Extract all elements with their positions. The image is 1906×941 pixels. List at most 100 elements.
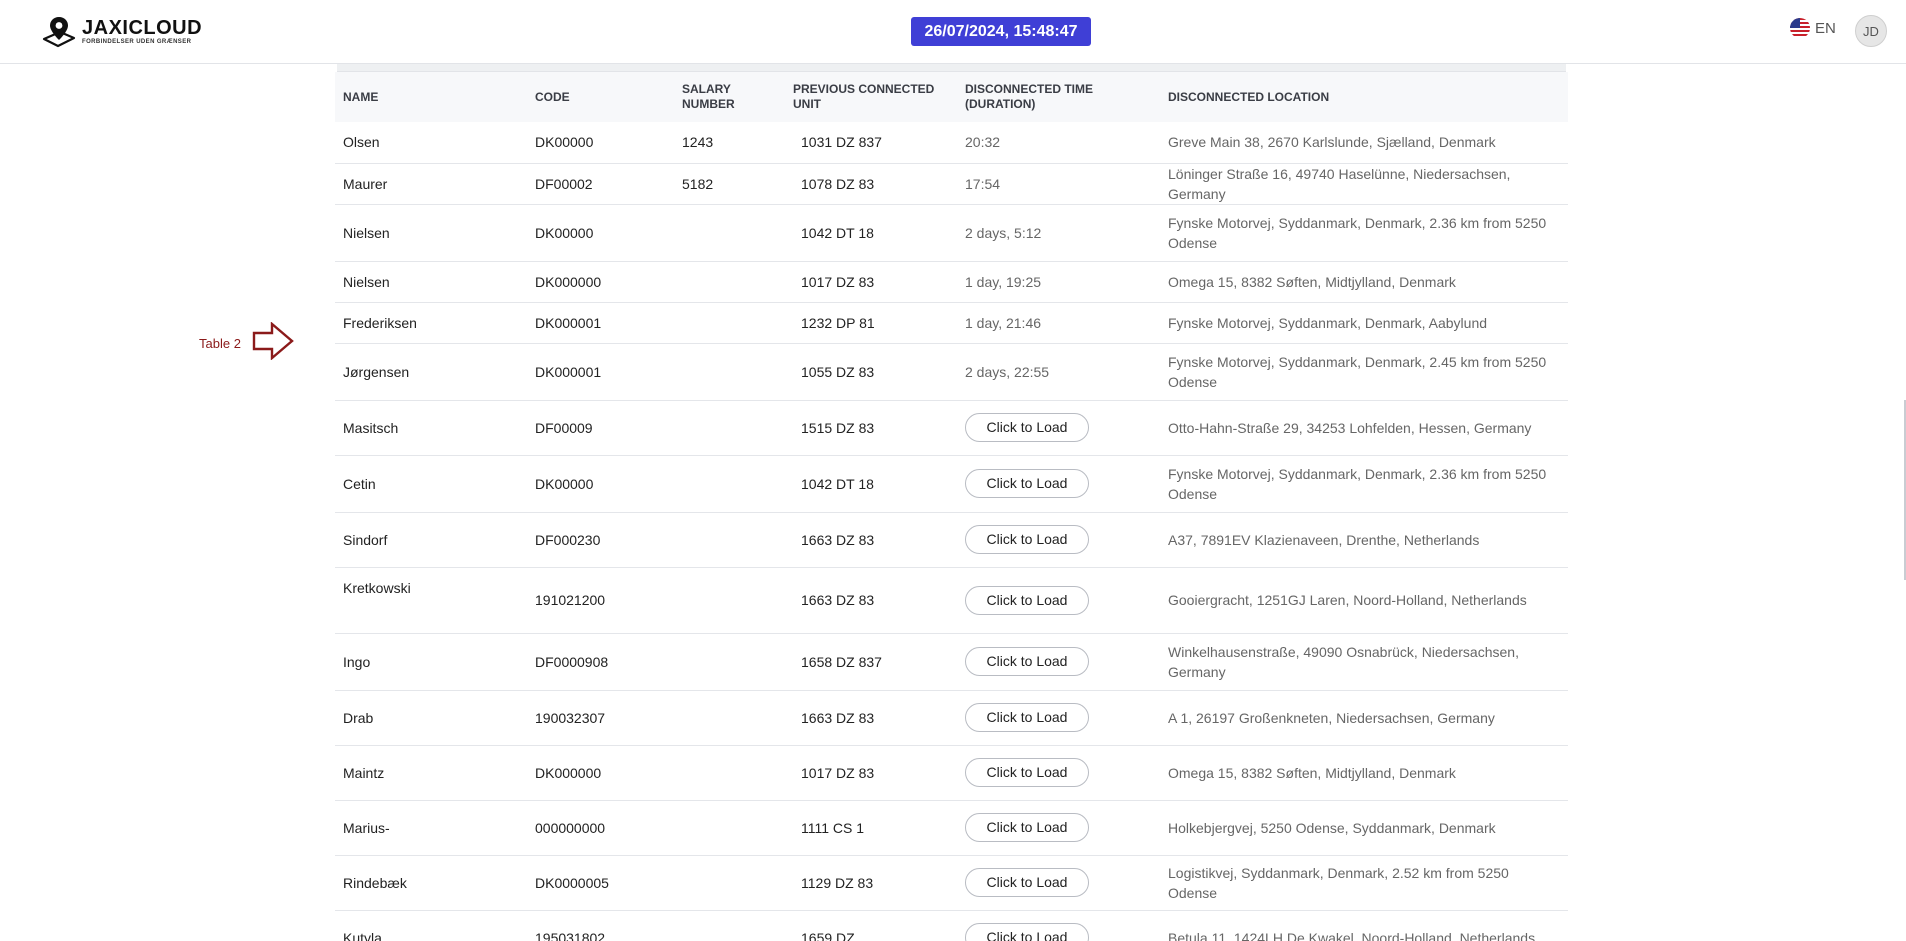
column-header-disconnected-time[interactable]: DISCONNECTED TIME (DURATION) [965, 82, 1094, 111]
column-header-previous-unit[interactable]: PREVIOUS CONNECTED UNIT [793, 82, 935, 111]
cell-previous-unit: 1042 DT 18 [801, 475, 874, 492]
cell-name: Ingo [343, 653, 371, 670]
cell-salary-number [674, 261, 785, 302]
cell-disconnected-location: Fynske Motorvej, Syddanmark, Denmark, Aa… [1168, 314, 1488, 331]
click-to-load-button[interactable]: Click to Load [965, 585, 1089, 615]
cell-salary-number [674, 455, 785, 512]
click-to-load-button[interactable]: Click to Load [965, 525, 1089, 554]
table-row[interactable]: Nielsen DK00000 1042 DT 18 2 days, 5:12 Fyns… [335, 204, 1568, 261]
cell-name: Nielsen [343, 273, 390, 290]
table-header-row: NAME CODE SALARY NUMBER PREVIOUS CONNECT… [335, 72, 1568, 122]
cell-disconnected-location: Fynske Motorvej, Syddanmark, Denmark, 2.… [1168, 353, 1547, 390]
table-row[interactable]: Masitsch DF00009 1515 DZ 83 Click to Load Ot… [335, 400, 1568, 455]
cell-previous-unit: 1055 DZ 83 [801, 363, 875, 380]
cell-name: Olsen [343, 134, 380, 151]
cell-previous-unit: 1659 DZ [801, 929, 855, 941]
cell-previous-unit: 1658 DZ 837 [801, 653, 882, 670]
cell-previous-unit: 1042 DT 18 [801, 224, 874, 241]
cell-name: Maurer [343, 175, 388, 192]
language-label: EN [1815, 19, 1836, 37]
cell-name: Drab [343, 709, 374, 726]
user-avatar[interactable]: JD [1855, 15, 1887, 47]
cell-disconnected-time: 2 days, 22:55 [965, 363, 1050, 380]
cell-salary-number [674, 800, 785, 855]
table-row[interactable]: Frederiksen DK000001 1232 DP 81 1 day, 21:4… [335, 302, 1568, 343]
cell-name: Rindebæk [343, 874, 407, 891]
cell-salary-number: 5182 [682, 175, 714, 192]
scrollbar-edge[interactable] [1904, 400, 1906, 580]
cell-previous-unit: 1515 DZ 83 [801, 419, 875, 436]
cell-disconnected-location: Fynske Motorvej, Syddanmark, Denmark, 2.… [1168, 465, 1547, 502]
cell-disconnected-location: A 1, 26197 Großenkneten, Niedersachsen, … [1168, 709, 1495, 726]
cell-name: Kretkowski [343, 579, 411, 596]
cell-previous-unit: 1017 DZ 83 [801, 273, 875, 290]
column-header-name[interactable]: NAME [343, 89, 379, 104]
cell-disconnected-location: Omega 15, 8382 Søften, Midtjylland, Denm… [1168, 273, 1456, 290]
table-top-edge [337, 64, 1566, 72]
table-row[interactable]: Ingo DF0000908 1658 DZ 837 Click to Load Win… [335, 633, 1568, 690]
cell-disconnected-time: Click to Load [957, 567, 1160, 633]
cell-disconnected-time: Click to Load [957, 910, 1160, 941]
click-to-load-button[interactable]: Click to Load [965, 647, 1089, 676]
table-row[interactable]: Marius- 000000000 1111 CS 1 Click to Load Ho… [335, 800, 1568, 855]
table-row[interactable]: Nielsen DK000000 1017 DZ 83 1 day, 19:25 Ome… [335, 261, 1568, 302]
cell-salary-number [674, 567, 785, 633]
cell-name: Nielsen [343, 224, 390, 241]
click-to-load-button[interactable]: Click to Load [965, 758, 1089, 787]
cell-disconnected-location: Otto-Hahn-Straße 29, 34253 Lohfelden, He… [1168, 419, 1532, 436]
cell-disconnected-location: A37, 7891EV Klazienaveen, Drenthe, Nethe… [1168, 531, 1480, 548]
language-selector[interactable]: EN [1790, 18, 1836, 38]
click-to-load-button[interactable]: Click to Load [965, 469, 1089, 498]
cell-disconnected-time: Click to Load [957, 745, 1160, 800]
click-to-load-button[interactable]: Click to Load [965, 868, 1089, 897]
cell-code: DK000000 [535, 273, 602, 290]
table-row[interactable]: Jørgensen DK000001 1055 DZ 83 2 days, 22:55… [335, 343, 1568, 400]
cell-code: DK00000 [535, 475, 594, 492]
table-row[interactable]: Maurer DF00002 5182 1078 DZ 83 17:54 Löninger… [335, 163, 1568, 204]
cell-name: Jørgensen [343, 363, 410, 380]
cell-previous-unit: 1663 DZ 83 [801, 592, 875, 608]
logo-subtitle: FORBINDELSER UDEN GRÆNSER [82, 39, 192, 45]
table-row[interactable]: Olsen DK00000 1243 1031 DZ 837 20:32 Greve Ma… [335, 122, 1568, 163]
cell-salary-number [674, 855, 785, 910]
cell-previous-unit: 1017 DZ 83 [801, 764, 875, 781]
table-row[interactable]: Kretkowski 191021200 1663 DZ 83 Click to Lo… [335, 567, 1568, 633]
cell-disconnected-location: Logistikvej, Syddanmark, Denmark, 2.52 k… [1168, 864, 1509, 901]
cell-disconnected-location: Löninger Straße 16, 49740 Haselünne, Nie… [1168, 165, 1511, 202]
cell-name: Sindorf [343, 531, 388, 548]
table-row[interactable]: Maintz DK000000 1017 DZ 83 Click to Load Ome… [335, 745, 1568, 800]
cell-salary-number [674, 633, 785, 690]
click-to-load-button[interactable]: Click to Load [965, 923, 1089, 941]
cell-previous-unit: 1129 DZ 83 [801, 874, 874, 891]
cell-code: 000000000 [535, 819, 606, 836]
table-row[interactable]: Cetin DK00000 1042 DT 18 Click to Load Fynsk… [335, 455, 1568, 512]
column-header-code[interactable]: CODE [535, 89, 570, 104]
cell-code: DK00000 [535, 134, 594, 151]
cell-code: 195031802 [535, 929, 606, 941]
cell-disconnected-location: Betula 11, 1424LH De Kwakel, Noord-Holla… [1168, 929, 1536, 941]
cell-code: 191021200 [535, 592, 606, 608]
cell-previous-unit: 1078 DZ 83 [801, 175, 875, 192]
table-row[interactable]: Rindebæk DK0000005 1129 DZ 83 Click to Load… [335, 855, 1568, 910]
map-pin-logo-icon [40, 15, 78, 49]
click-to-load-button[interactable]: Click to Load [965, 813, 1089, 842]
annotation-label: Table 2 [199, 336, 241, 351]
cell-disconnected-time: Click to Load [957, 855, 1160, 910]
right-arrow-icon [252, 321, 294, 365]
click-to-load-button[interactable]: Click to Load [965, 413, 1089, 442]
table-annotation: Table 2 [199, 321, 294, 365]
cell-previous-unit: 1663 DZ 83 [801, 531, 875, 548]
table-row[interactable]: Drab 190032307 1663 DZ 83 Click to Load A 1,… [335, 690, 1568, 745]
cell-salary-number [674, 910, 785, 941]
table-row[interactable]: Sindorf DF000230 1663 DZ 83 Click to Load A3… [335, 512, 1568, 567]
cell-disconnected-time: 1 day, 21:46 [965, 314, 1042, 331]
jaxicloud-logo[interactable]: JAXICLOUD FORBINDELSER UDEN GRÆNSER [40, 14, 202, 50]
column-header-salary-number[interactable]: SALARY NUMBER [682, 82, 735, 111]
table-row[interactable]: Kutyla 195031802 1659 DZ Click to Load Betul… [335, 910, 1568, 941]
current-datetime-badge: 26/07/2024, 15:48:47 [911, 17, 1091, 46]
cell-name: Frederiksen [343, 314, 417, 331]
column-header-disconnected-location[interactable]: DISCONNECTED LOCATION [1168, 89, 1330, 104]
click-to-load-button[interactable]: Click to Load [965, 703, 1089, 732]
cell-salary-number [674, 400, 785, 455]
cell-salary-number: 1243 [682, 134, 714, 151]
